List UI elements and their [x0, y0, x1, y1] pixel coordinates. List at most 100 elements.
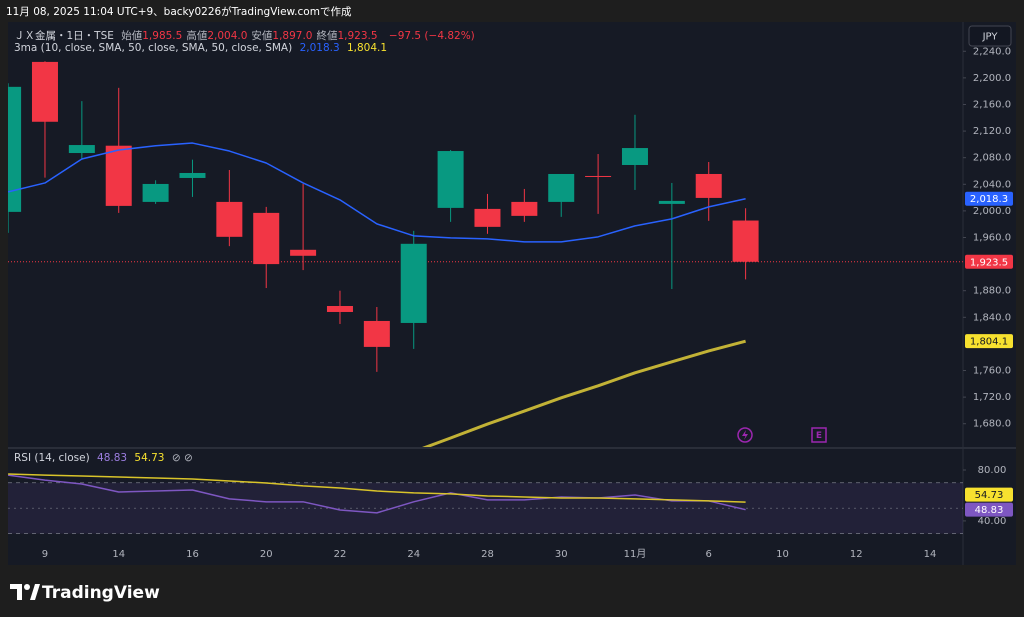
candle-body	[732, 220, 759, 262]
ohlc-fields: 始値1,985.5 高値2,004.0 安値1,897.0 終値1,923.5	[121, 30, 381, 42]
series-line	[8, 474, 746, 514]
plot-area	[8, 61, 963, 447]
field-value: 1,985.5	[142, 30, 183, 42]
symbol[interactable]: ＪＸ金属・1日・TSE	[14, 30, 114, 42]
rsi-legend: RSI (14, close) 48.83 54.73 ⊘ ⊘	[14, 452, 197, 464]
candle-body	[68, 145, 95, 154]
price-badge-label: 54.73	[975, 490, 1004, 501]
candle-body	[400, 243, 427, 323]
candle-body	[253, 212, 280, 265]
dividend-icon[interactable]	[737, 427, 753, 443]
dividend-bolt	[742, 430, 748, 440]
candle-body	[585, 175, 612, 177]
field-label: 終値	[316, 30, 338, 42]
candle-body	[548, 173, 575, 202]
x-tick-label: 9	[42, 549, 48, 560]
currency[interactable]: JPY	[982, 32, 999, 43]
candle-body	[511, 201, 538, 216]
price-badge-label: 1,804.1	[970, 337, 1008, 348]
y-tick-label: 2,080.0	[973, 153, 1011, 164]
x-tick-label: 6	[706, 549, 712, 560]
price-badge-label: 1,923.5	[970, 257, 1008, 268]
series-line	[8, 473, 746, 503]
x-tick-label: 14	[924, 549, 937, 560]
currency-button[interactable]	[968, 25, 1012, 47]
field-label: 高値	[186, 30, 208, 42]
x-tick-label: 30	[555, 549, 568, 560]
rsi-ma-value: 54.73	[134, 452, 165, 464]
x-tick-label: 10	[776, 549, 789, 560]
earnings-icon[interactable]	[811, 427, 827, 443]
change: −97.5 (−4.82%)	[388, 30, 475, 42]
candle-body	[290, 249, 317, 256]
x-tick-label: 22	[334, 549, 347, 560]
hidden-icon[interactable]: ⊘ ⊘	[171, 452, 193, 464]
field-value: 1,923.5	[337, 30, 378, 42]
indicator-value: 2,018.3	[299, 42, 340, 54]
indicator-value: 1,804.1	[346, 42, 388, 54]
y-tick-label: 1,880.0	[973, 286, 1011, 297]
candle-body	[621, 148, 648, 165]
header: 11月 08, 2025 11:04 UTC+9、backy0226がTradi…	[6, 5, 352, 18]
y-tick-label: 80.00	[978, 465, 1007, 476]
logo-slash	[30, 584, 40, 600]
price-badge	[965, 502, 1013, 517]
plot-area	[8, 473, 963, 535]
rsi-title[interactable]: RSI (14, close)	[14, 452, 90, 464]
chart-panel	[8, 22, 1016, 565]
candle-body	[105, 145, 132, 206]
y-tick-label: 1,840.0	[973, 312, 1011, 323]
candle-body	[142, 183, 169, 202]
y-tick-label: 2,040.0	[973, 179, 1011, 190]
symbol-legend: ＪＸ金属・1日・TSE 始値1,985.5 高値2,004.0 安値1,897.0 終…	[14, 28, 479, 43]
x-tick-label: 16	[186, 549, 199, 560]
y-tick-label: 2,120.0	[973, 126, 1011, 137]
price-badge	[965, 487, 1013, 502]
candle-body	[695, 173, 722, 198]
candle-body	[8, 86, 22, 212]
indicator[interactable]: 3ma (10, close, SMA, 50, close, SMA, 50,…	[14, 42, 293, 54]
events: E	[737, 427, 827, 443]
candle-body	[363, 320, 390, 347]
field-value: 1,897.0	[272, 30, 313, 42]
y-tick-label: 2,000.0	[973, 206, 1011, 217]
candle-body	[474, 208, 501, 227]
candle-body	[31, 61, 58, 122]
x-tick-label: 14	[112, 549, 125, 560]
field-label: 始値	[121, 30, 143, 42]
logo-dot	[24, 584, 30, 590]
candle-body	[326, 305, 353, 312]
x-tick-label: 11月	[624, 548, 647, 560]
candle-body	[437, 151, 464, 208]
series-line	[422, 339, 746, 447]
rsi-value: 48.83	[97, 452, 128, 464]
logo-text: TradingView	[42, 583, 160, 603]
y-tick-label: 1,720.0	[973, 392, 1011, 403]
logo-mark	[10, 584, 22, 600]
candle-body	[179, 172, 206, 178]
earnings-label[interactable]: E	[816, 431, 822, 441]
x-tick-label: 28	[481, 549, 494, 560]
price-badge	[965, 334, 1013, 349]
series-line	[8, 142, 746, 243]
y-tick-label: 40.00	[978, 516, 1007, 527]
ma-legend: 3ma (10, close, SMA, 50, close, SMA, 50,…	[14, 42, 391, 54]
candle-body	[216, 201, 243, 237]
y-tick-label: 2,160.0	[973, 99, 1011, 110]
y-tick-label: 1,680.0	[973, 419, 1011, 430]
field-value: 2,004.0	[207, 30, 248, 42]
field-label: 安値	[251, 30, 273, 42]
y-tick-label: 2,240.0	[973, 46, 1011, 57]
y-tick-label: 2,200.0	[973, 73, 1011, 84]
x-tick-label: 24	[407, 549, 420, 560]
x-tick-label: 12	[850, 549, 863, 560]
price-badge-label: 2,018.3	[970, 194, 1008, 205]
price-badge-label: 48.83	[975, 505, 1004, 516]
y-tick-label: 1,960.0	[973, 232, 1011, 243]
x-tick-label: 20	[260, 549, 273, 560]
price-badge	[965, 191, 1013, 206]
logo: TradingView	[10, 583, 160, 603]
y-tick-label: 1,760.0	[973, 366, 1011, 377]
